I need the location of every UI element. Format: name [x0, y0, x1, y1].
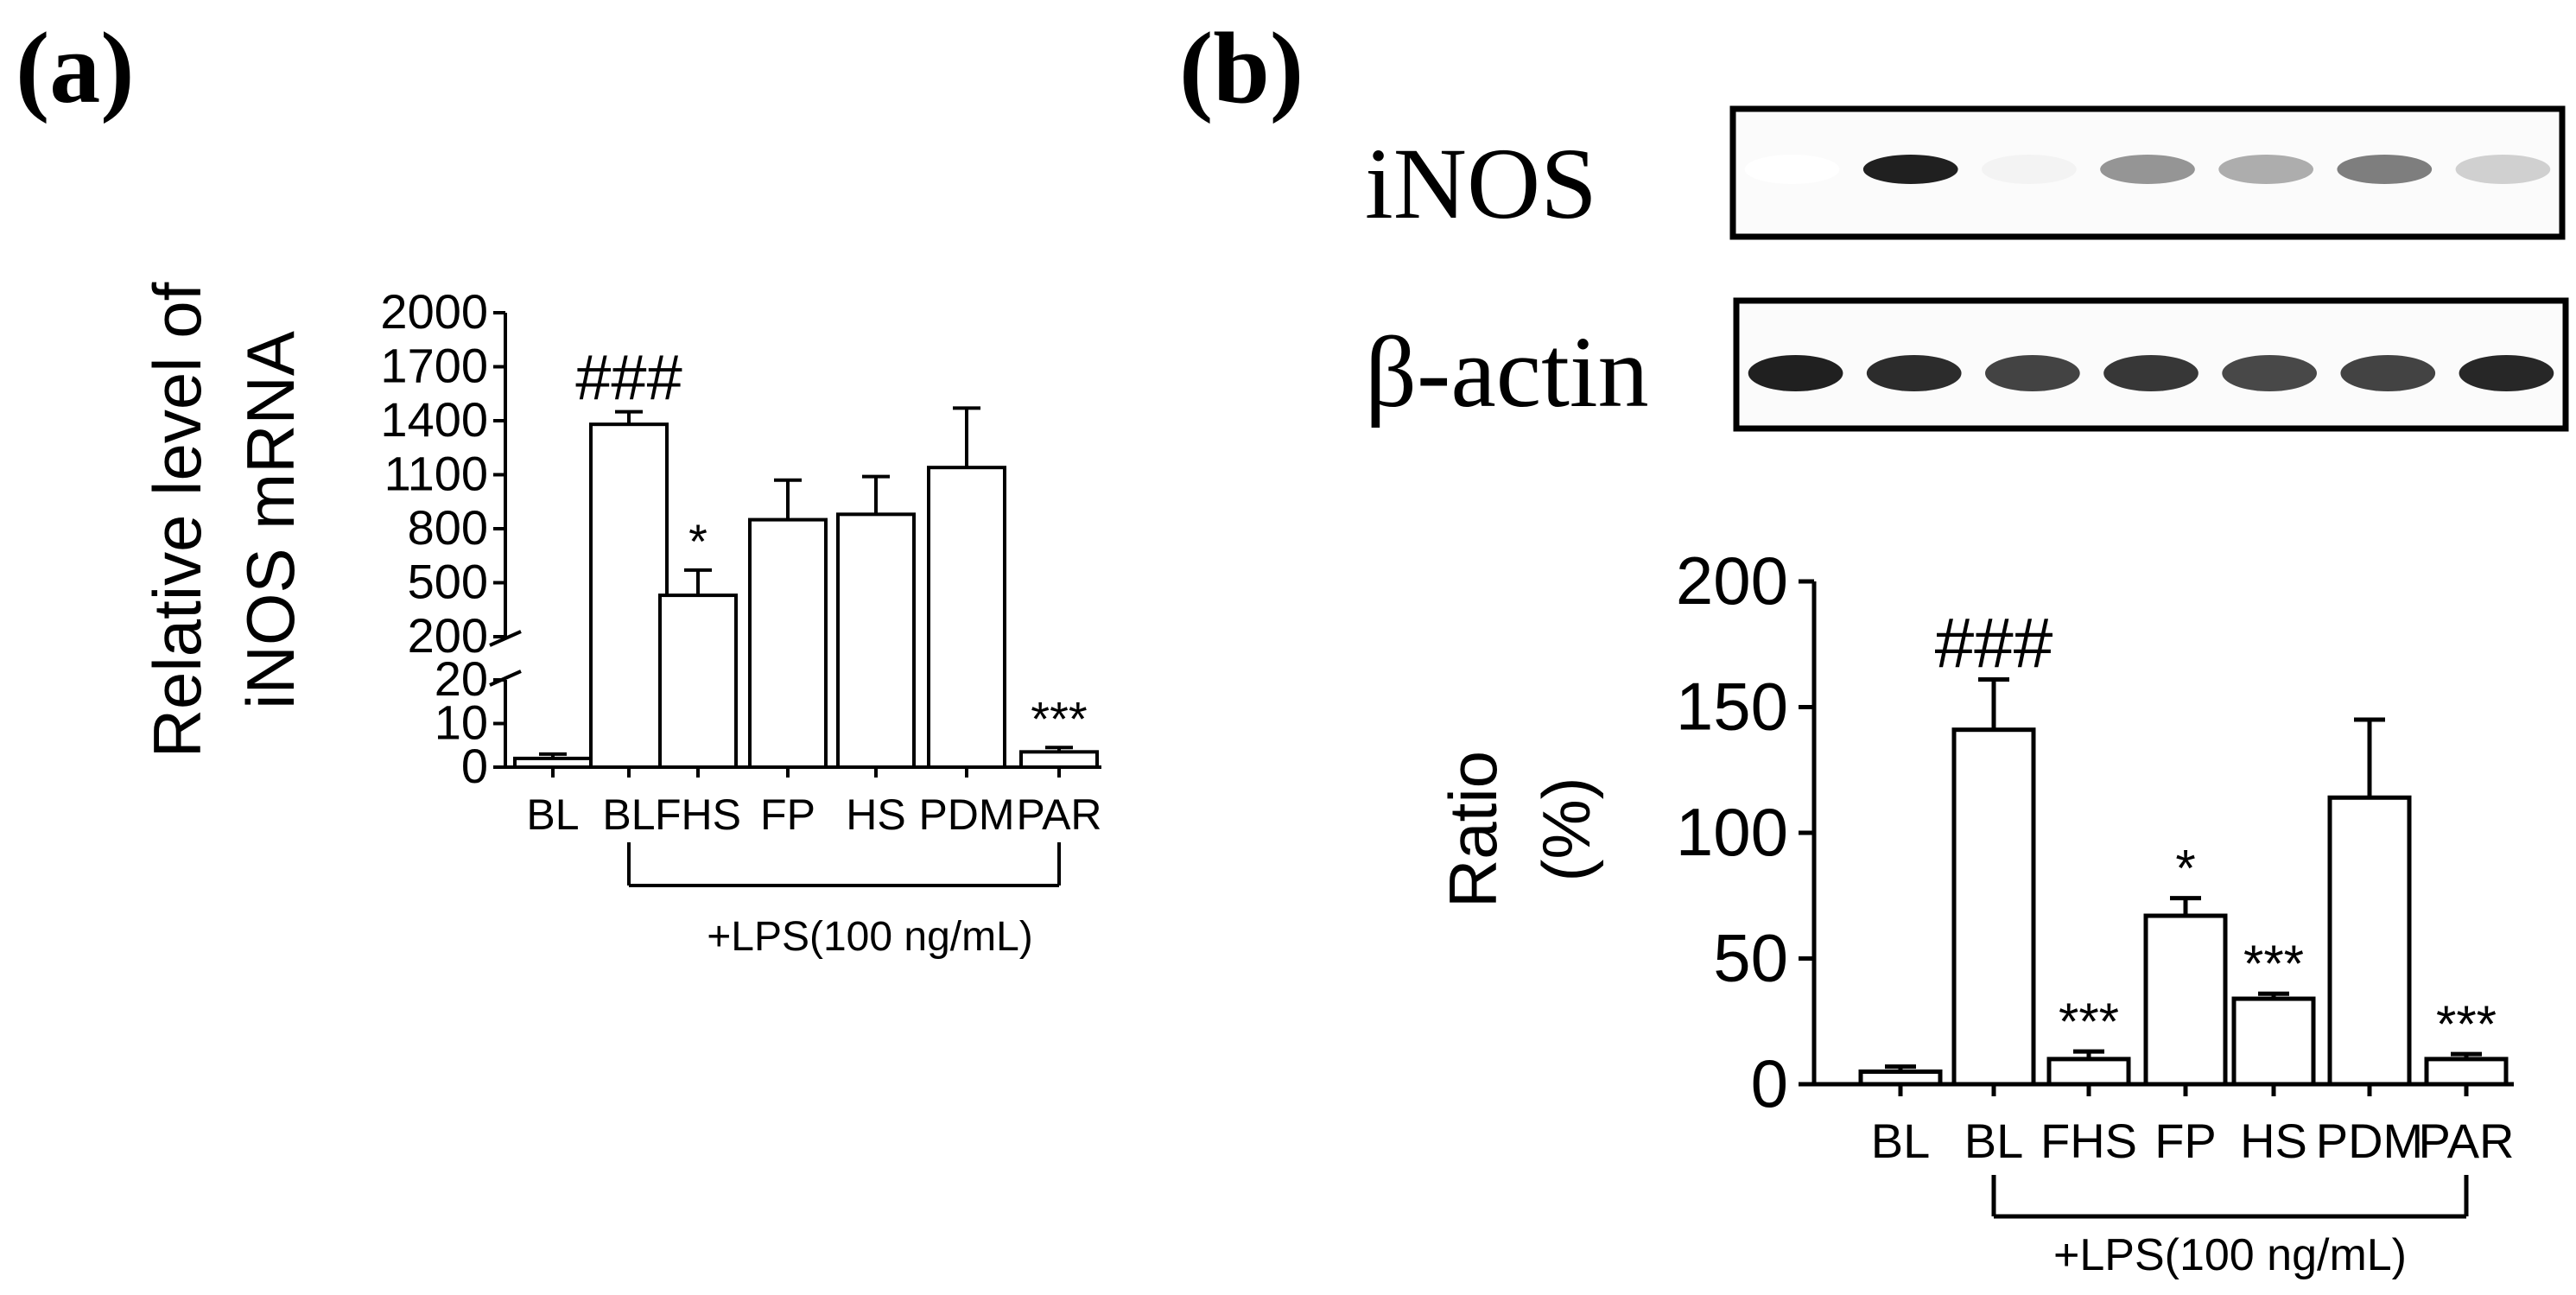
chart-a-bar	[658, 594, 738, 769]
blot-band-actin-1	[1748, 355, 1843, 391]
chart-a-xtick-label: BL	[602, 790, 655, 839]
chart-b-ylabel-line1: Ratio	[1435, 751, 1511, 908]
blot-band-inos-2	[1862, 155, 1958, 184]
chart-a-xtick-label: PAR	[1016, 790, 1101, 839]
panel-b-label: (b)	[1179, 11, 1304, 124]
chart-b-ytick-label: 100	[1676, 794, 1788, 870]
chart-a-ytick-label: 1400	[380, 392, 488, 447]
chart-b-xtick-label: FP	[2154, 1114, 2217, 1168]
blot-band-actin-3	[1985, 355, 2080, 391]
chart-a-group-label: +LPS(100 ng/mL)	[707, 914, 1033, 960]
chart-b-ytick-label: 50	[1713, 920, 1788, 996]
chart-b-annotation: ***	[2436, 995, 2497, 1053]
panel-a-label: (a)	[16, 11, 135, 124]
chart-b-xtick-label: PDM	[2316, 1114, 2423, 1168]
blot-band-inos-7	[2455, 155, 2551, 184]
chart-b-ytick-label: 200	[1676, 543, 1788, 619]
chart-a-ylabel-line2: iNOS mRNA	[232, 331, 308, 709]
chart-a-xtick-label: FP	[760, 790, 815, 839]
chart-a-annotation: ***	[1031, 691, 1087, 746]
chart-b-xtick-label: HS	[2240, 1114, 2307, 1168]
chart-a-ytick-label: 2000	[380, 284, 488, 339]
chart-a-ylabel-line1: Relative level of	[139, 282, 215, 758]
chart-b-annotation: ***	[2243, 935, 2304, 993]
blot-band-inos-6	[2337, 155, 2433, 184]
chart-a-ytick-label: 20	[435, 651, 488, 706]
blot-row-label-actin: β-actin	[1365, 315, 1649, 428]
blot-bands	[1744, 155, 2554, 391]
chart-a-labels: BL BL ### FHS * FP HS PDM PAR ***	[526, 342, 1101, 839]
chart-b-bars	[1858, 676, 2509, 1087]
chart-a-ytick-label: 200	[408, 608, 488, 663]
chart-a-xtick-label: HS	[846, 790, 905, 839]
chart-b-group-label: +LPS(100 ng/mL)	[2053, 1230, 2407, 1280]
blot-band-inos-1	[1744, 155, 1840, 184]
chart-b-annotation: *	[2175, 840, 2195, 898]
blot-band-inos-5	[2218, 155, 2313, 184]
chart-a-bar	[513, 756, 593, 770]
chart-b-xtick-label: FHS	[2040, 1114, 2137, 1168]
chart-a-bar	[1019, 750, 1099, 770]
chart-b-xtick-label: BL	[1871, 1114, 1931, 1168]
blot-band-inos-4	[2100, 155, 2195, 184]
chart-a-bar	[748, 517, 828, 769]
chart-b-bar	[2424, 1057, 2509, 1087]
chart-a-ytick-label: 0	[461, 739, 488, 793]
chart-b-xtick-label: PAR	[2419, 1114, 2515, 1168]
chart-b-bar	[2231, 996, 2316, 1087]
blot-band-actin-5	[2222, 355, 2317, 391]
blot-band-actin-4	[2103, 355, 2198, 391]
chart-a-bar	[927, 466, 1006, 770]
chart-a: Relative level of iNOS mRNA 200500800110…	[139, 282, 1102, 960]
chart-a-ytick-label: 500	[408, 555, 488, 609]
chart-a-ytick-label: 800	[408, 500, 488, 555]
chart-b: Ratio (%) 0 50 100 150 200 BL BL ### FHS *** FP * H…	[1435, 543, 2515, 1280]
chart-a-xtick-label: FHS	[655, 790, 741, 839]
chart-b-bar	[1951, 727, 2036, 1087]
chart-b-annotation: ###	[1935, 604, 2053, 682]
chart-b-xtick-label: BL	[1964, 1114, 2024, 1168]
chart-a-annotation: *	[688, 514, 707, 568]
chart-b-bar	[2327, 795, 2412, 1087]
chart-a-xtick-label: BL	[526, 790, 579, 839]
blot-band-inos-3	[1982, 155, 2077, 184]
chart-a-bars	[513, 406, 1099, 770]
chart-b-ytick-label: 0	[1751, 1045, 1788, 1121]
western-blot: iNOS β-actin	[1365, 105, 2569, 432]
blot-band-actin-6	[2340, 355, 2436, 391]
chart-b-bar	[2046, 1057, 2131, 1087]
blot-band-actin-2	[1866, 355, 1962, 391]
chart-a-ytick-label: 1700	[380, 339, 488, 393]
chart-b-bar	[1858, 1069, 1943, 1087]
chart-a-bar	[836, 512, 916, 769]
chart-b-annotation: ***	[2059, 993, 2119, 1051]
chart-b-bar	[2143, 913, 2228, 1087]
chart-a-ytick-label: 10	[435, 695, 488, 750]
chart-a-xtick-label: PDM	[918, 790, 1014, 839]
chart-a-bar	[589, 422, 669, 769]
chart-b-ylabel-line2: (%)	[1528, 777, 1604, 881]
chart-a-annotation: ###	[575, 342, 682, 414]
chart-a-ytick-label: 1100	[384, 447, 488, 501]
blot-band-actin-7	[2459, 355, 2554, 391]
chart-b-ytick-label: 150	[1676, 669, 1788, 745]
blot-row-label-inos: iNOS	[1365, 127, 1597, 240]
